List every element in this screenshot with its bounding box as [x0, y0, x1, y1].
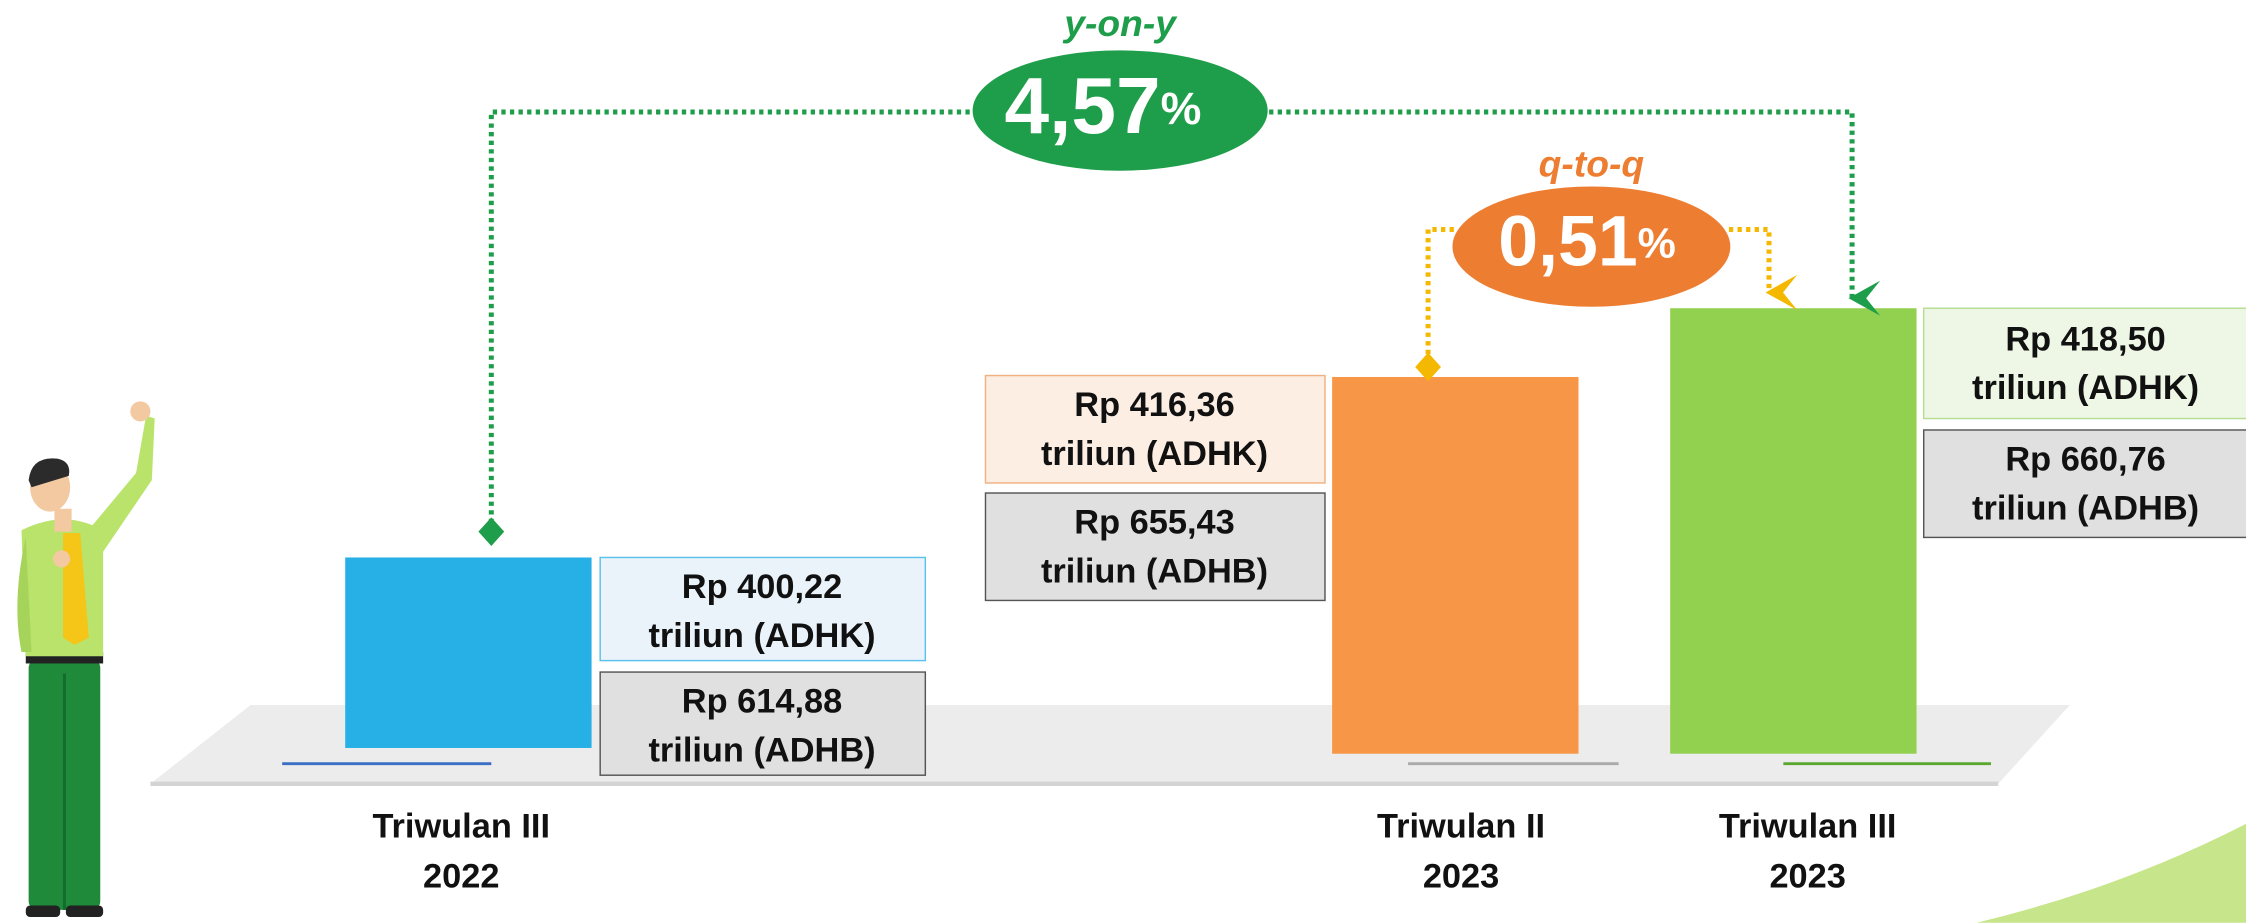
corner-decoration: [1977, 824, 2246, 923]
badge-number: 4,57: [1005, 60, 1161, 150]
badge-unit: %: [1161, 83, 1202, 134]
adhb-label: triliun (ADHB): [1041, 552, 1268, 590]
adhk-label: Rp 418,50: [2005, 320, 2165, 358]
adhb-label: Rp 660,76: [2005, 441, 2165, 479]
category-label: 2023: [1769, 857, 1845, 895]
adhk-label: Rp 416,36: [1074, 386, 1234, 424]
infographic: y-on-y q-to-q 4,57% 0,51% Triwulan III Rp…: [0, 0, 2246, 923]
adhk-label: triliun (ADHK): [1972, 369, 2199, 407]
badge-label: y-on-y: [1062, 2, 1178, 44]
adhk-label: triliun (ADHK): [648, 617, 875, 655]
category-label: 2022: [423, 857, 499, 895]
diamond: [478, 517, 504, 546]
category-label: Triwulan III: [1719, 807, 1897, 845]
badge-number: 0,51: [1498, 202, 1637, 282]
badge-label: q-to-q: [1539, 142, 1645, 184]
bar: [345, 557, 591, 748]
bar: [1332, 377, 1578, 754]
category-label: 2023: [1423, 857, 1499, 895]
adhb-label: Rp 655,43: [1074, 504, 1234, 542]
page: {"badges": [ {"label": "y-on-y", "value"…: [0, 0, 2246, 923]
category-label: Triwulan II: [1377, 807, 1545, 845]
adhb-label: Rp 614,88: [682, 683, 842, 721]
bar: [1670, 308, 1916, 753]
adhb-label: triliun (ADHB): [648, 731, 875, 769]
adhb-label: triliun (ADHB): [1972, 489, 2199, 527]
person-illustration: [17, 401, 154, 917]
badge-unit: %: [1638, 220, 1676, 268]
adhk-label: triliun (ADHK): [1041, 435, 1268, 473]
category-label: Triwulan III: [372, 807, 550, 845]
adhk-label: Rp 400,22: [682, 568, 842, 606]
